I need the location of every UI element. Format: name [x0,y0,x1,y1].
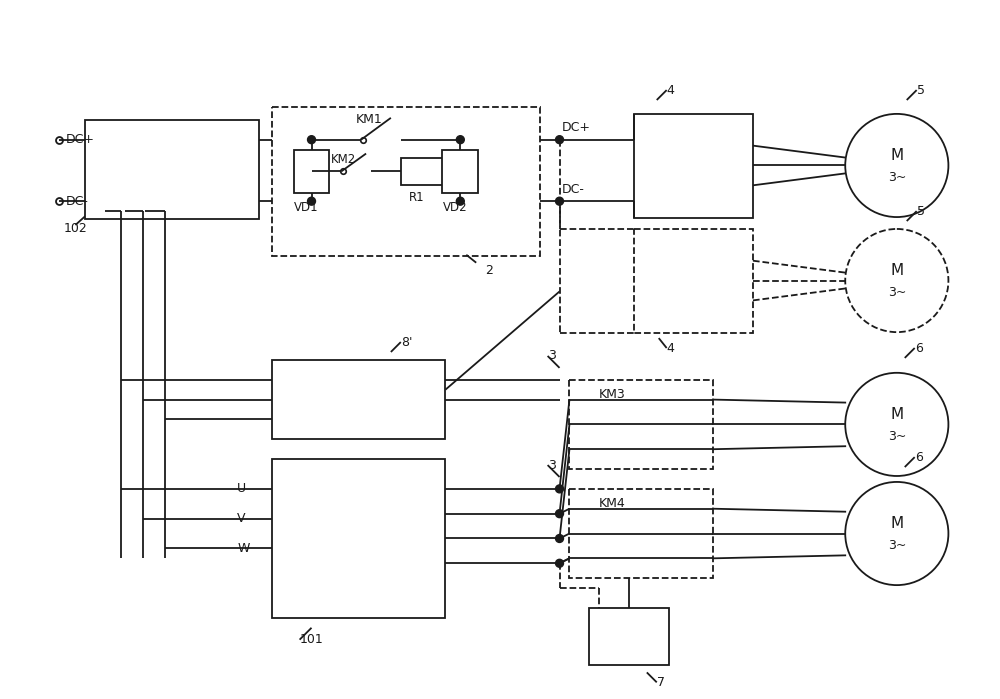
Circle shape [556,136,563,144]
Text: 4: 4 [667,84,675,96]
Text: R1: R1 [409,191,424,203]
Text: V: V [237,512,246,525]
Text: 3~: 3~ [888,539,906,552]
Bar [294,150,329,193]
Text: DC+: DC+ [65,134,94,146]
Text: 102: 102 [63,222,87,236]
Bar [569,489,713,578]
Bar [634,229,753,333]
Text: 3~: 3~ [888,430,906,442]
Text: 3~: 3~ [888,171,906,184]
Circle shape [556,510,563,518]
Bar [589,608,669,665]
Text: KM3: KM3 [599,388,626,401]
Text: 2: 2 [485,264,493,277]
Text: 6: 6 [915,342,923,354]
Bar [272,459,445,618]
Text: 101: 101 [300,633,323,646]
Circle shape [456,197,464,205]
Circle shape [556,535,563,542]
Text: 8': 8' [401,336,412,349]
Text: 5: 5 [917,205,925,217]
Text: 5: 5 [917,84,925,96]
Text: M: M [890,407,903,422]
Text: 7: 7 [657,676,665,689]
Circle shape [308,136,315,144]
Text: DC-: DC- [562,182,584,196]
Text: 3: 3 [548,459,555,472]
Circle shape [556,197,563,205]
Bar [85,120,259,219]
Circle shape [556,485,563,493]
Bar [401,157,444,185]
Text: M: M [890,516,903,531]
Bar [569,380,713,469]
Bar [442,150,478,193]
Text: M: M [890,148,903,163]
Text: M: M [890,263,903,278]
Text: KM1: KM1 [356,113,383,127]
Text: 6: 6 [915,451,923,463]
Circle shape [308,197,315,205]
Text: VD1: VD1 [294,201,318,214]
Text: 3: 3 [548,350,555,363]
Circle shape [456,136,464,144]
Text: U: U [237,482,246,496]
Text: 3~: 3~ [888,286,906,299]
Text: DC-: DC- [65,195,88,208]
Bar [272,360,445,439]
Text: KM2: KM2 [331,153,357,166]
Text: DC+: DC+ [562,121,591,134]
Text: VD2: VD2 [442,201,467,214]
Text: KM4: KM4 [599,497,626,510]
Circle shape [556,559,563,568]
Bar [634,114,753,218]
Text: 4: 4 [667,342,675,354]
Text: W: W [237,542,249,555]
Bar [272,107,540,256]
